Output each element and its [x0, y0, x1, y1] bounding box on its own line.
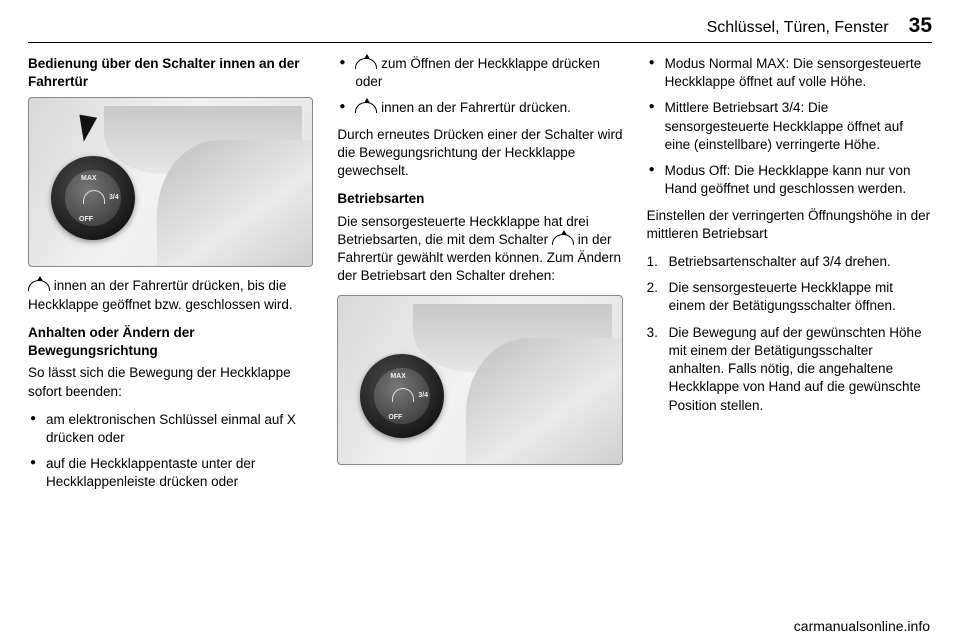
- dial-label-off: OFF: [79, 216, 93, 223]
- list-item: am elektronischen Schlüssel einmal auf X…: [28, 411, 313, 447]
- dial-label-mid: 3/4: [418, 392, 428, 399]
- dial-label-max: MAX: [81, 175, 97, 182]
- list-item: 1. Betriebsartenschalter auf 3/4 drehen.: [647, 253, 932, 271]
- columns: Bedienung über den Schalter innen an der…: [28, 55, 932, 500]
- list-item-text: Mittlere Betriebsart 3/4: Die sensorgest…: [665, 100, 903, 151]
- seat-shade: [157, 140, 313, 266]
- list-item: 3. Die Bewegung auf der gewünsch­ten Höhe…: [647, 324, 932, 415]
- tailgate-switch-icon: [355, 57, 377, 69]
- illustration-dial-1: MAX 3/4 OFF: [28, 97, 313, 267]
- col3-bullet-list: Modus Normal MAX: Die sensor­gesteuerte …: [647, 55, 932, 199]
- column-1: Bedienung über den Schalter innen an der…: [28, 55, 313, 500]
- list-item: Mittlere Betriebsart 3/4: Die sensorgest…: [647, 99, 932, 154]
- col2-bullet-list-top: zum Öffnen der Heckklappe drücken oder i…: [337, 55, 622, 118]
- col1-para1-text: innen an der Fahrertür drücken, bis die …: [28, 278, 293, 311]
- step-number: 1.: [647, 253, 658, 271]
- dial-label-max: MAX: [390, 373, 406, 380]
- list-item: Modus Off: Die Heckklappe kann nur von H…: [647, 162, 932, 198]
- list-item-text: Die Bewegung auf der gewünsch­ten Höhe m…: [669, 325, 922, 413]
- watermark: carmanualsonline.info: [794, 618, 930, 634]
- mode-dial-icon: MAX 3/4 OFF: [51, 156, 135, 240]
- page-header: Schlüssel, Türen, Fenster 35: [28, 14, 932, 43]
- col1-para-1: innen an der Fahrertür drücken, bis die …: [28, 277, 313, 313]
- col3-para-1: Einstellen der verringerten Öffnungshöhe…: [647, 207, 932, 243]
- col2-subhead-1: Betriebsarten: [337, 190, 622, 208]
- tailgate-switch-icon: [552, 233, 574, 245]
- list-item-text: zum Öffnen der Heckklappe drücken oder: [355, 56, 600, 89]
- column-3: Modus Normal MAX: Die sensor­gesteuerte …: [647, 55, 932, 500]
- tailgate-icon: [83, 190, 105, 204]
- tailgate-switch-icon: [355, 101, 377, 113]
- list-item: zum Öffnen der Heckklappe drücken oder: [337, 55, 622, 91]
- column-2: zum Öffnen der Heckklappe drücken oder i…: [337, 55, 622, 500]
- list-item-text: am elektronischen Schlüssel einmal auf X…: [46, 412, 296, 445]
- list-item-text: Modus Normal MAX: Die sensor­gesteuerte …: [665, 56, 922, 89]
- dial-label-off: OFF: [388, 414, 402, 421]
- col1-bullet-list: am elektronischen Schlüssel einmal auf X…: [28, 411, 313, 492]
- list-item-text: innen an der Fahrertür drücken.: [377, 100, 571, 115]
- list-item: 2. Die sensorgesteuerte Heck­klappe mit e…: [647, 279, 932, 315]
- dial-label-mid: 3/4: [109, 194, 119, 201]
- list-item: auf die Heckklappentaste unter der Heckk…: [28, 455, 313, 491]
- step-number: 3.: [647, 324, 658, 342]
- section-title: Schlüssel, Türen, Fenster: [707, 19, 889, 37]
- col2-para-1: Durch erneutes Drücken einer der Schalte…: [337, 126, 622, 181]
- mode-dial-icon: MAX 3/4 OFF: [360, 354, 444, 438]
- list-item-text: Die sensorgesteuerte Heck­klappe mit ein…: [669, 280, 896, 313]
- col2-para-2: Die sensorgesteuerte Heckklappe hat drei…: [337, 213, 622, 286]
- step-number: 2.: [647, 279, 658, 297]
- illustration-dial-2: MAX 3/4 OFF: [337, 295, 622, 465]
- col3-step-list: 1.Betriebsartenschalter auf 3/4 drehen. …: [647, 253, 932, 415]
- page: Schlüssel, Türen, Fenster 35 Bedienung ü…: [0, 0, 960, 642]
- seat-shade: [466, 338, 622, 464]
- tailgate-switch-icon: [28, 279, 50, 291]
- page-number: 35: [909, 14, 932, 38]
- col1-subhead-2: Anhalten oder Ändern der Bewegungsrichtu…: [28, 324, 313, 360]
- col1-subhead-1: Bedienung über den Schalter innen an der…: [28, 55, 313, 91]
- list-item: innen an der Fahrertür drücken.: [337, 99, 622, 117]
- pointer-arrow-icon: [75, 115, 97, 144]
- col1-para-2: So lässt sich die Bewegung der Heck­klap…: [28, 364, 313, 400]
- list-item-text: Betriebsartenschalter auf 3/4 drehen.: [669, 254, 891, 269]
- list-item-text: Modus Off: Die Heckklappe kann nur von H…: [665, 163, 911, 196]
- list-item: Modus Normal MAX: Die sensor­gesteuerte …: [647, 55, 932, 91]
- list-item-text: auf die Heckklappentaste unter der Heckk…: [46, 456, 255, 489]
